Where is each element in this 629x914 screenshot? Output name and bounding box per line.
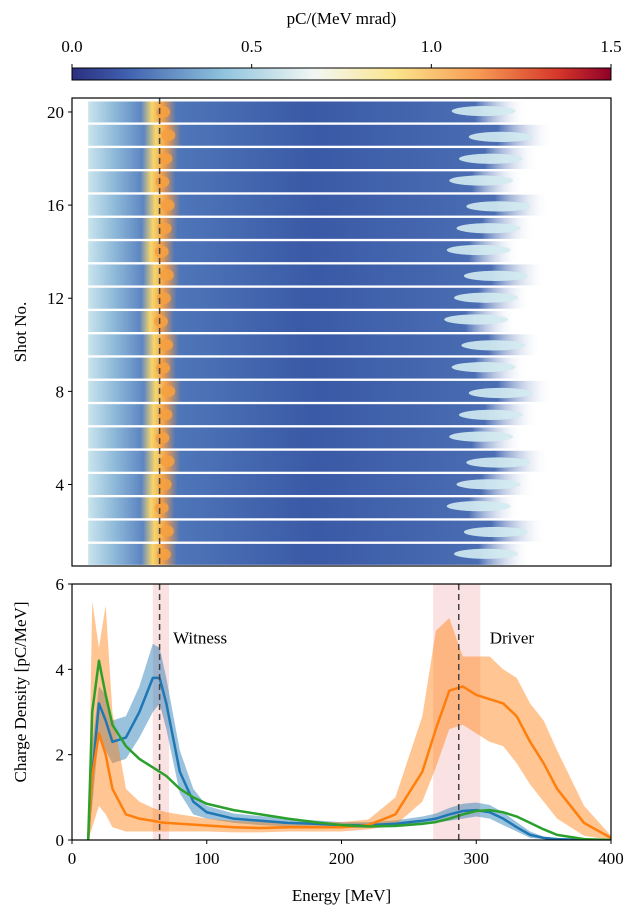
driver-spot [454, 548, 519, 559]
y-tick-label: 6 [56, 575, 65, 594]
driver-spot [466, 201, 531, 212]
error-band [88, 601, 611, 840]
driver-spot [458, 153, 523, 164]
colorbar: pC/(MeV mrad) 0.0 0.5 1.0 1.5 [61, 9, 622, 81]
witness-spot [159, 525, 174, 537]
witness-spot [156, 106, 171, 118]
driver-spot [451, 105, 516, 117]
driver-spot [458, 409, 523, 420]
colorbar-tick-label: 0.5 [241, 37, 262, 56]
shot-stripe [88, 404, 539, 426]
x-tick-label: 100 [194, 849, 220, 868]
driver-spot [468, 387, 533, 399]
y-tick-label: 12 [47, 289, 64, 308]
y-tick-label: 4 [56, 476, 65, 495]
shot-stripe [88, 148, 539, 170]
witness-spot [158, 152, 173, 165]
driver-spot [444, 314, 509, 325]
x-tick-label: 0 [68, 849, 77, 868]
shot-stripe [88, 287, 532, 309]
witness-spot [160, 199, 175, 211]
y-tick-label: 4 [56, 660, 65, 679]
colorbar-tick-label: 0.0 [61, 37, 82, 56]
shot-stripe [88, 380, 554, 402]
driver-spot [446, 244, 511, 256]
witness-spot [157, 222, 172, 235]
witness-spot [154, 501, 169, 514]
witness-spot [158, 408, 173, 421]
witness-spot [153, 315, 168, 328]
series-line [86, 659, 611, 840]
shot-stripe [88, 357, 528, 379]
witness-spot [156, 292, 171, 305]
driver-spot [466, 457, 531, 468]
shot-stripe [88, 171, 525, 193]
plot-content [86, 584, 611, 840]
shot-stripe [88, 474, 536, 495]
colorbar-label: pC/(MeV mrad) [287, 9, 397, 28]
driver-spot [456, 479, 521, 490]
witness-spot [159, 338, 174, 351]
y-axis-label: Shot No. [11, 302, 30, 362]
annotation: Witness [173, 629, 227, 648]
witness-spot [155, 432, 170, 444]
colorbar-gradient [71, 67, 612, 81]
series-line [86, 676, 611, 840]
shot-stripe [88, 311, 517, 332]
witness-spot [161, 385, 176, 398]
driver-spot [461, 340, 526, 351]
shot-stripe [88, 264, 547, 286]
witness-spot [160, 455, 175, 468]
y-tick-label: 2 [56, 746, 65, 765]
witness-spot [155, 176, 170, 188]
annotation: Driver [490, 629, 535, 648]
witness-spot [159, 269, 174, 281]
y-tick-label: 16 [47, 196, 64, 215]
shot-stripe [88, 101, 528, 123]
y-axis-label: Charge Density [pC/MeV] [11, 602, 30, 783]
shot-stripe [88, 334, 543, 356]
colorbar-tick-label: 1.0 [421, 37, 442, 56]
series-line [86, 685, 611, 840]
witness-spot [157, 478, 172, 491]
driver-spot [463, 526, 528, 538]
shot-stripe [88, 217, 536, 239]
shot-stripe [88, 194, 550, 216]
shot-stripe [88, 520, 547, 542]
shot-stripe [88, 543, 532, 565]
witness-spot [156, 548, 171, 561]
witness-spot [156, 362, 171, 374]
plot-frame [71, 97, 612, 567]
driver-spot [456, 223, 521, 234]
shot-stripe [88, 450, 550, 472]
driver-spot [454, 292, 519, 303]
y-tick-label: 20 [47, 103, 64, 122]
colorbar-tick-label: 1.5 [600, 37, 621, 56]
driver-spot [446, 501, 511, 512]
y-tick-label: 0 [56, 831, 65, 850]
driver-spot [451, 362, 516, 373]
witness-spot [161, 129, 176, 142]
driver-spot [449, 431, 514, 442]
driver-spot [468, 131, 533, 143]
driver-spot [449, 175, 514, 186]
x-axis-label: Energy [MeV] [292, 886, 391, 905]
shot-stripe [88, 241, 521, 263]
shot-stripe [88, 124, 554, 146]
driver-spot [463, 270, 528, 281]
x-tick-label: 300 [464, 849, 490, 868]
x-tick-label: 400 [598, 849, 624, 868]
line-panel: Witness Driver 0 100 200 300 400 0 2 4 6 Energy [Me… [11, 575, 624, 905]
heatmap-panel: 4 8 12 16 20 Shot No. [11, 97, 612, 567]
shot-stripe [88, 427, 525, 449]
x-tick-label: 200 [329, 849, 355, 868]
witness-spot [154, 245, 169, 258]
y-tick-label: 8 [56, 382, 65, 401]
shot-stripe [88, 497, 521, 519]
